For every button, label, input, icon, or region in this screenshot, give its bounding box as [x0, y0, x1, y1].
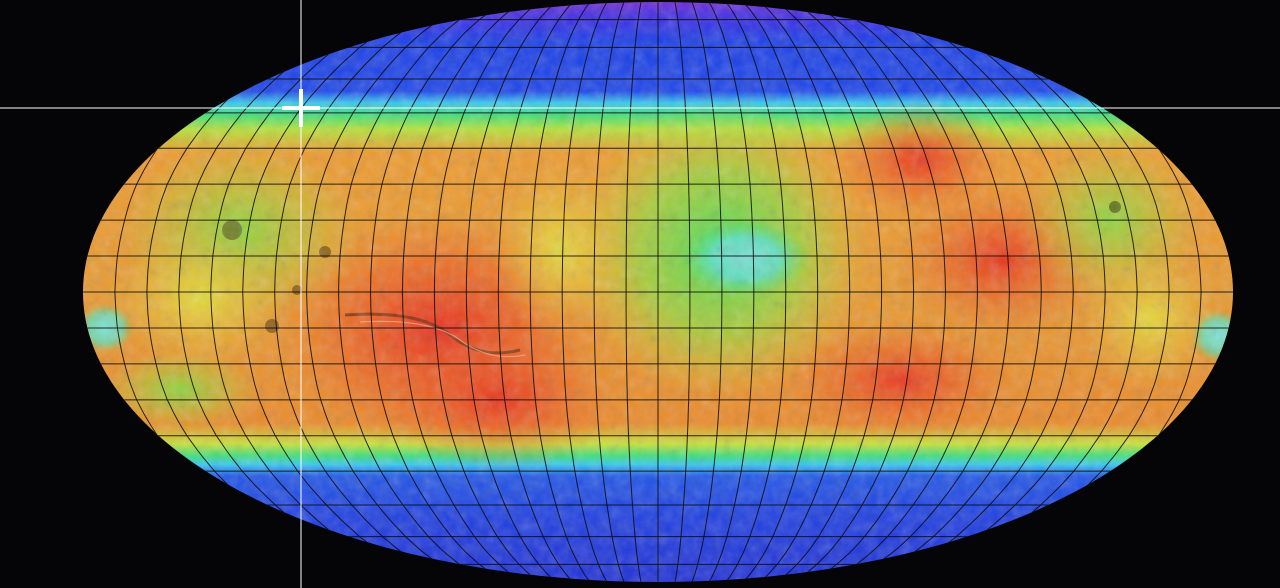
planet-surface	[83, 2, 1233, 582]
